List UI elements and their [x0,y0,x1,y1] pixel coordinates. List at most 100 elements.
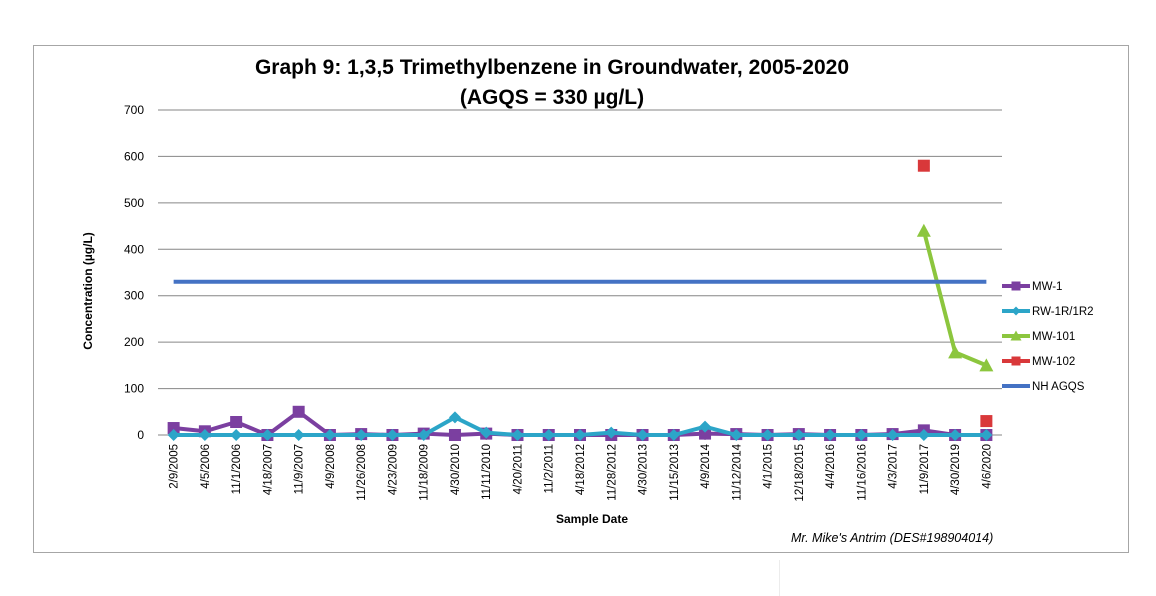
data-point [979,358,994,372]
data-point [730,429,743,441]
data-point [917,159,930,172]
y-tick-label: 200 [124,335,144,349]
data-point [699,427,712,440]
x-tick-label: 4/20/2011 [512,444,524,494]
data-point [230,416,243,428]
x-axis-title: Sample Date [556,512,628,526]
x-tick-label: 4/6/2020 [981,444,993,489]
x-tick-label: 11/2/2011 [544,444,556,493]
data-point [855,429,868,441]
data-point [292,405,305,418]
y-tick-label: 600 [124,149,144,163]
x-tick-label: 4/1/2015 [763,444,775,489]
data-point [386,429,399,441]
data-point [1011,356,1021,366]
data-point [761,429,774,441]
x-tick-label: 4/18/2007 [262,444,274,495]
x-tick-label: 4/4/2016 [825,444,837,489]
series-mw-102 [917,159,993,428]
x-axis-ticks: 2/9/2005 4/5/2006 11/1/2006 4/18/2007 11/9/2… [169,435,993,502]
data-point [448,429,461,441]
data-point [355,429,368,441]
x-tick-label: 4/3/2017 [888,444,900,489]
data-point [167,429,180,441]
x-tick-label: 2/9/2005 [169,444,181,489]
y-axis-title: Concentration (µg/L) [81,232,95,350]
legend-item: NH AGQS [1002,381,1085,393]
line-chart: Graph 9: 1,3,5 Trimethylbenzene in Groun… [81,56,1094,545]
series-rw-1r-1r2 [167,411,993,441]
data-point [542,429,555,441]
x-tick-label: 4/5/2006 [200,444,212,489]
x-tick-label: 4/30/2019 [950,444,962,495]
legend: MW-1 RW-1R/1R2 MW-101 MW-102 NH AGQS [1002,281,1094,393]
legend-label: MW-102 [1032,356,1075,368]
data-point [448,411,461,424]
data-point [480,426,493,439]
legend-label: MW-1 [1032,281,1062,293]
x-tick-label: 4/30/2010 [450,444,462,495]
divider [779,560,780,596]
x-tick-label: 4/9/2008 [325,444,337,489]
legend-label: NH AGQS [1032,381,1085,393]
series-mw-101 [916,223,994,372]
legend-item: MW-102 [1002,356,1075,368]
data-point [980,415,993,428]
data-point [1010,330,1022,341]
series-line [921,230,988,368]
chart-title: Graph 9: 1,3,5 Trimethylbenzene in Groun… [255,56,849,79]
x-tick-label: 4/30/2013 [638,444,650,495]
y-tick-label: 400 [124,242,144,256]
data-point [980,429,993,441]
x-tick-label: 4/23/2009 [387,444,399,495]
data-point [230,429,243,441]
series-layer [167,159,994,441]
gridlines [158,109,1002,436]
legend-item: MW-1 [1002,281,1062,293]
data-point [916,223,931,237]
data-point [948,345,963,359]
data-point [667,429,680,441]
data-point [636,429,649,441]
y-tick-label: 0 [137,428,144,442]
data-point [574,429,586,441]
chart-credit: Mr. Mike's Antrim (DES#198904014) [791,531,993,545]
x-tick-label: 11/28/2012 [606,444,618,501]
data-point [1011,281,1021,291]
x-tick-label: 11/9/2017 [919,444,931,494]
x-tick-label: 11/15/2013 [669,444,681,501]
x-tick-label: 11/1/2006 [231,444,243,494]
data-point [605,426,618,439]
x-tick-label: 11/26/2008 [356,444,368,501]
data-point [261,429,274,441]
legend-item: RW-1R/1R2 [1002,306,1094,318]
data-point [198,429,211,441]
x-tick-label: 11/11/2010 [481,444,493,500]
data-point [1011,306,1021,316]
x-tick-label: 4/18/2012 [575,444,587,495]
y-tick-label: 100 [124,382,144,396]
x-tick-label: 11/9/2007 [294,444,306,494]
data-point [292,429,305,441]
data-point [886,429,899,441]
data-point [699,420,712,433]
data-point [949,429,962,441]
x-tick-label: 11/18/2009 [419,444,431,501]
data-point [323,429,336,441]
chart-frame: Graph 9: 1,3,5 Trimethylbenzene in Groun… [33,45,1129,553]
legend-item: MW-101 [1002,330,1075,343]
data-point [417,429,430,441]
x-tick-label: 11/16/2016 [856,444,868,501]
x-tick-label: 11/12/2014 [731,443,743,500]
data-point [167,422,180,435]
chart-subtitle: (AGQS = 330 µg/L) [460,86,644,109]
y-axis-ticks: 0 100 200 300 400 500 600 700 [124,103,144,442]
y-tick-label: 300 [124,289,144,303]
y-tick-label: 700 [124,103,144,117]
x-tick-label: 4/9/2014 [700,443,712,488]
y-tick-label: 500 [124,196,144,210]
x-tick-label: 12/18/2015 [794,444,806,502]
data-point [792,429,805,441]
data-point [824,429,837,441]
data-point [917,429,930,441]
